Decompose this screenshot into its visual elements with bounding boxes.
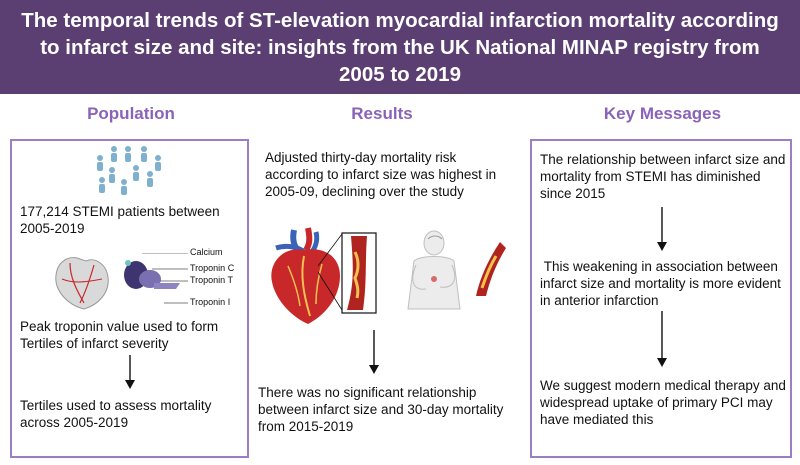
label-troponin-i: Troponin I (190, 297, 231, 307)
results-heading: Results (351, 104, 413, 123)
key-message-3: We suggest modern medical therapy and wi… (540, 378, 786, 427)
troponin-complex-icon (124, 260, 180, 289)
key-messages-panel: The relationship between infarct size an… (530, 139, 792, 458)
heart-sketch-icon (55, 257, 109, 310)
down-arrow-icon (369, 330, 379, 374)
people-group-icon (97, 146, 161, 195)
key-message-1: The relationship between infarct size an… (540, 152, 786, 201)
heart-icon (271, 227, 340, 324)
patients-text: 177,214 STEMI patients between 2005-2019 (20, 204, 220, 236)
label-calcium: Calcium (190, 247, 223, 257)
down-arrow-icon (125, 355, 135, 389)
down-arrow-icon (657, 311, 667, 367)
page-title: The temporal trends of ST-elevation myoc… (21, 8, 779, 86)
troponin-leader-lines (142, 253, 188, 304)
person-chest-pain-icon (407, 230, 461, 310)
title-banner: The temporal trends of ST-elevation myoc… (0, 0, 800, 94)
key-message-2: This weakening in association between in… (540, 259, 785, 308)
connector-lines (318, 233, 343, 311)
label-troponin-t: Troponin T (190, 275, 234, 285)
artery-blockage-icon (341, 232, 377, 314)
key-messages-heading: Key Messages (603, 104, 722, 123)
peak-troponin-text: Peak troponin value used to form Tertile… (20, 319, 219, 351)
population-heading: Population (87, 104, 175, 123)
population-panel: 177,214 STEMI patients between 2005-2019… (10, 139, 249, 458)
artery-icon (476, 242, 506, 296)
label-troponin-c: Troponin C (190, 263, 235, 273)
down-arrow-icon (657, 207, 667, 251)
tertiles-text: Tertiles used to assess mortality across… (20, 398, 212, 430)
mortality-risk-text: Adjusted thirty-day mortality risk accor… (265, 150, 497, 199)
no-relationship-text: There was no significant relationship be… (258, 385, 504, 434)
